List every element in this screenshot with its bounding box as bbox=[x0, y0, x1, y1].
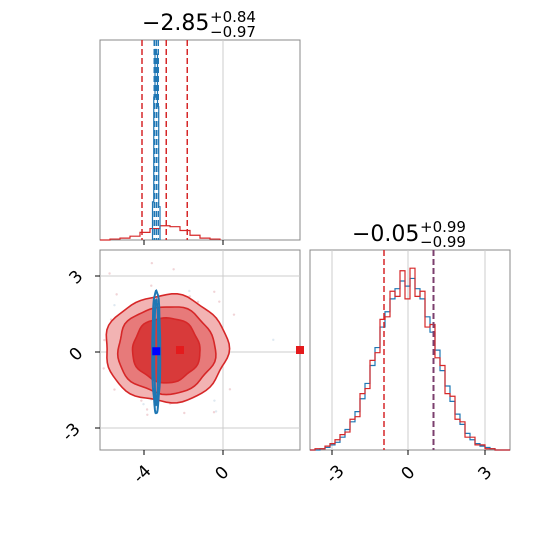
scatter-point bbox=[212, 411, 216, 414]
x-tick-label: 3 bbox=[475, 463, 497, 485]
scatter-point bbox=[150, 284, 153, 287]
scatter-point bbox=[228, 388, 232, 391]
scatter-point bbox=[213, 290, 216, 293]
blue-marker bbox=[152, 347, 161, 356]
scatter-point bbox=[108, 272, 111, 275]
marginal-y-title-sup: +0.99 bbox=[420, 218, 466, 236]
scatter-point bbox=[140, 399, 143, 402]
scatter-point bbox=[272, 338, 275, 342]
scatter-point bbox=[183, 411, 186, 415]
red-marker bbox=[176, 346, 184, 354]
marginal-x-panel: −2.85 +0.84 −0.97 bbox=[99, 8, 301, 245]
marginal-y-panel: −0.05 +0.99 −0.99 -3 0 3 bbox=[309, 218, 511, 488]
marginal-y-title-sub: −0.99 bbox=[420, 233, 466, 251]
x-tick-label: 0 bbox=[212, 463, 234, 485]
title-main: −2.85 bbox=[142, 11, 209, 36]
scatter-point bbox=[115, 293, 118, 296]
marginal-x-content bbox=[100, 40, 221, 241]
scatter-point bbox=[232, 313, 236, 316]
scatter-point bbox=[150, 261, 154, 265]
marginal-x-frame bbox=[99, 39, 301, 241]
scatter-point bbox=[172, 268, 175, 271]
red-marker bbox=[296, 346, 304, 354]
marginal-y-title: −0.05 bbox=[352, 222, 419, 247]
scatter-point bbox=[113, 388, 116, 391]
marginal-x-title-sup: +0.84 bbox=[210, 8, 256, 26]
scatter-point bbox=[113, 303, 116, 307]
scatter-point bbox=[214, 410, 218, 413]
red-contour bbox=[131, 316, 201, 384]
scatter-point bbox=[102, 367, 105, 370]
scatter-point bbox=[103, 338, 106, 342]
x-tick-label: -3 bbox=[322, 461, 348, 487]
scatter-point bbox=[188, 295, 191, 298]
marginal-x-title: −2.85 bbox=[142, 11, 209, 36]
scatter-point bbox=[218, 300, 221, 303]
joint-content bbox=[91, 261, 304, 443]
scatter-point bbox=[91, 441, 93, 443]
title-main: −0.05 bbox=[352, 222, 419, 247]
x-tick-label: -4 bbox=[129, 461, 155, 487]
joint-panel: -4 0 3 0 -3 bbox=[58, 249, 304, 488]
x-tick-label: 0 bbox=[398, 463, 420, 485]
marginal-y-content bbox=[310, 250, 510, 451]
y-tick-label: 3 bbox=[66, 267, 88, 289]
scatter-point bbox=[188, 289, 191, 293]
y-tick-label: -3 bbox=[58, 419, 84, 445]
scatter-point bbox=[196, 300, 200, 304]
scatter-point bbox=[145, 408, 149, 411]
y-tick-label: 0 bbox=[66, 344, 88, 366]
blue-contour bbox=[151, 289, 162, 415]
marginal-x-title-sub: −0.97 bbox=[210, 23, 256, 41]
scatter-point bbox=[213, 399, 216, 402]
histogram-step bbox=[310, 267, 510, 451]
joint-layer bbox=[91, 261, 275, 443]
scatter-point bbox=[146, 413, 149, 416]
scatter-point bbox=[142, 402, 145, 406]
